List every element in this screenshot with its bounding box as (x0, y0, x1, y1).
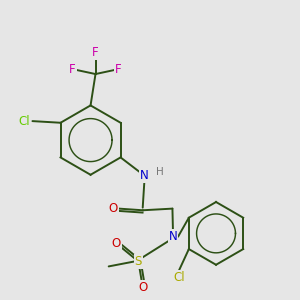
Text: S: S (135, 255, 142, 268)
Text: N: N (140, 169, 149, 182)
Text: Cl: Cl (173, 271, 185, 284)
Text: Cl: Cl (18, 115, 30, 128)
Text: F: F (69, 63, 76, 76)
Text: O: O (112, 237, 121, 250)
Text: O: O (108, 202, 118, 215)
Text: F: F (115, 63, 122, 76)
Text: H: H (156, 167, 164, 177)
Text: N: N (169, 230, 178, 243)
Text: O: O (139, 281, 148, 294)
Text: F: F (92, 46, 99, 59)
